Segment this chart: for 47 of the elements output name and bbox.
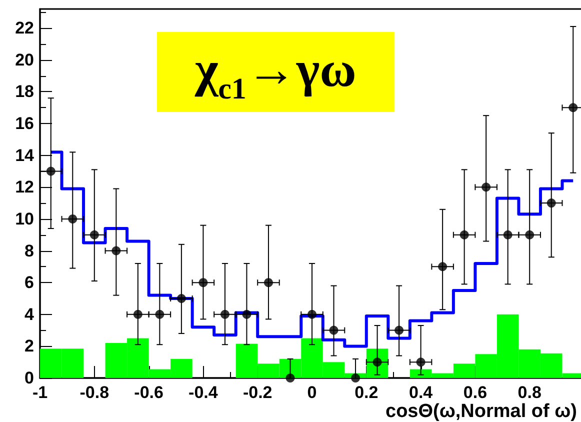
y-tick-label: 8 <box>24 241 34 260</box>
point <box>68 214 78 224</box>
y-tick-label: 2 <box>24 336 34 356</box>
point <box>264 278 273 288</box>
point <box>286 374 295 382</box>
y-tick-label: 22 <box>15 18 34 38</box>
x-tick-label: -0.4 <box>188 383 218 402</box>
x-tick-label: -0.8 <box>80 383 110 402</box>
y-tick-label: 12 <box>15 178 34 197</box>
x-tick-label: -0.6 <box>134 383 164 402</box>
point <box>308 310 316 319</box>
point <box>416 358 426 367</box>
x-tick-label: 0.2 <box>354 383 378 402</box>
y-tick-label: 0 <box>24 368 34 388</box>
y-tick-label: 10 <box>15 209 34 228</box>
point <box>198 278 208 288</box>
point <box>133 310 142 319</box>
point <box>546 198 556 208</box>
point <box>351 374 360 382</box>
point <box>220 310 230 319</box>
y-tick-label: 18 <box>15 82 34 102</box>
x-tick-label: 0 <box>307 383 317 402</box>
x-tick-label: 0.8 <box>518 383 542 402</box>
y-tick-label: 14 <box>15 146 35 165</box>
x-tick-label: 0.4 <box>408 383 434 402</box>
y-tick-label: 16 <box>15 114 34 134</box>
point <box>329 326 338 335</box>
x-tick-label: 0.6 <box>463 383 488 402</box>
point <box>438 262 448 272</box>
x-tick-label: -1 <box>32 383 48 402</box>
point <box>176 294 186 303</box>
y-tick-label: 6 <box>24 273 34 292</box>
point <box>503 230 512 240</box>
point <box>46 166 56 176</box>
y-tick-label: 4 <box>24 304 35 324</box>
x-tick-label: -0.2 <box>242 383 272 402</box>
x-axis-title: cosΘ(ω,Normal of ω) <box>385 401 578 422</box>
point <box>482 182 491 192</box>
point <box>394 326 404 335</box>
point <box>568 103 578 112</box>
point <box>112 246 121 256</box>
point <box>460 230 469 240</box>
point <box>90 230 99 240</box>
point <box>242 310 252 319</box>
y-tick-label: 20 <box>15 50 34 70</box>
point <box>155 310 164 319</box>
point <box>525 230 534 240</box>
